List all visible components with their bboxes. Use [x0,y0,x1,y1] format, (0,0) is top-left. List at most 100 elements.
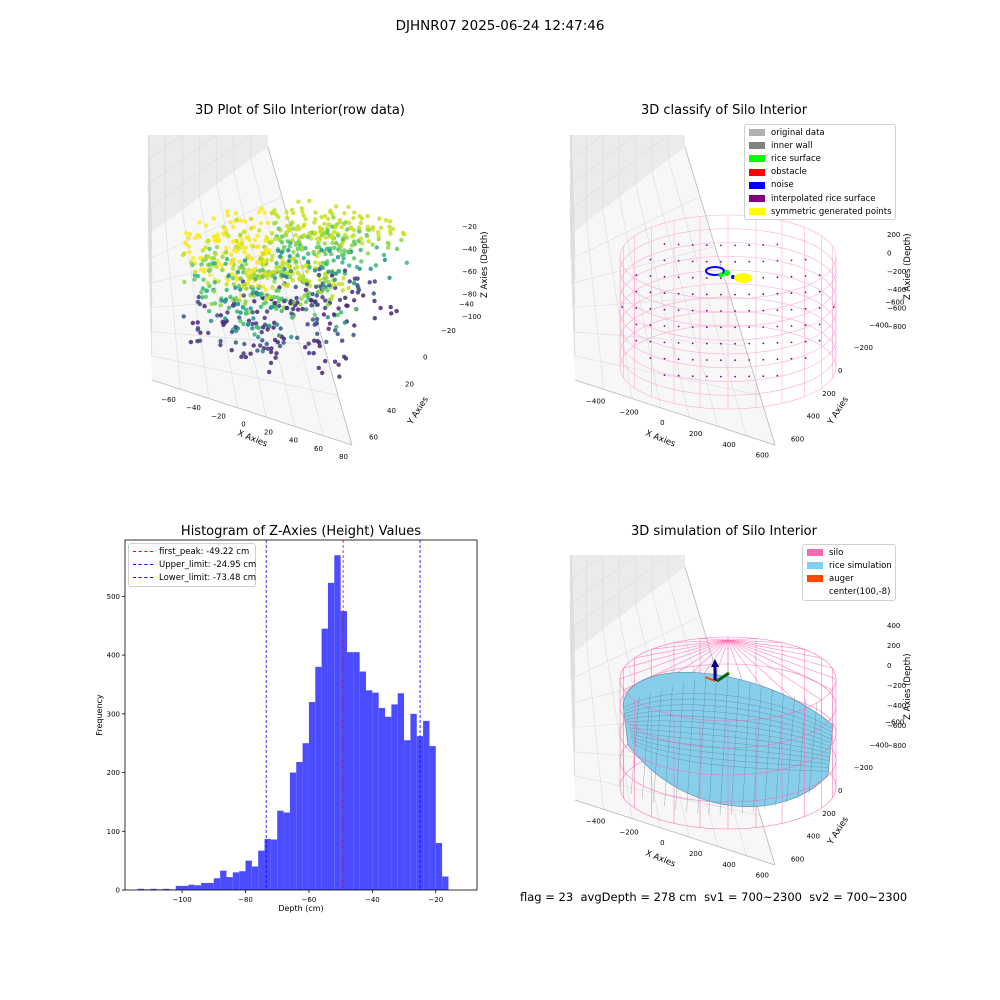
interpolated-point [790,308,793,311]
legend-swatch [807,549,823,557]
grid-line [570,555,576,676]
interpolated-point [720,244,722,247]
scatter-point [355,290,361,295]
tick-label: −800 [887,742,906,750]
tick-label: −600 [885,298,904,306]
legend-item: auger [803,572,895,585]
scatter-point [293,259,299,264]
scatter-point [368,266,373,271]
histogram-bar [442,876,449,890]
grid-line [574,775,761,816]
scatter-point [246,274,251,279]
rice-mesh-line [630,696,640,795]
scatter-point [264,341,269,347]
scatter-point [389,311,394,316]
scatter-point [341,221,347,226]
scatter-point [291,314,296,319]
scatter-point [203,294,209,299]
scatter-point [306,350,312,356]
interpolated-point [748,244,751,247]
scatter-point [332,277,337,282]
scatter-point [334,240,339,246]
scatter-point [359,259,364,264]
rice-mesh-line [775,692,784,807]
scatter-point [352,298,357,303]
tick-label: 600 [756,872,769,880]
scatter-point [357,213,362,219]
scatter-point [385,245,391,250]
interpolated-point [748,326,751,329]
scatter-point [233,324,238,330]
scatter-point [200,248,206,253]
scatter-point [202,269,207,275]
scatter-point [342,232,348,237]
interpolated-point [677,243,680,246]
scatter-point [274,351,279,356]
scatter-point [292,266,298,271]
scatter-point [190,320,195,326]
scatter-point [258,343,263,348]
rice-mesh-line [642,693,651,799]
scatter-point [266,220,271,225]
scatter-point [233,245,238,250]
scatter-point [331,282,337,287]
tick-label: 0 [241,420,245,428]
scatter-point [321,312,327,317]
tick-label: 200 [689,850,702,858]
interpolated-point [635,290,638,293]
y-tick-label: 200 [107,769,120,777]
axis-edge [151,379,353,446]
scatter-point [313,230,318,235]
interpolated-point [776,309,779,311]
scatter-point [299,296,304,301]
histogram-bar [423,720,430,890]
scatter-point [225,310,230,315]
histogram-bar [201,882,208,890]
scatter-point [250,310,255,315]
scatter-point [195,326,201,331]
interpolated-point [663,259,666,262]
histogram-bar [251,866,259,890]
scatter-point [270,285,275,290]
interpolated-point [776,374,779,377]
histogram-bar [435,843,443,890]
scatter-point [237,315,242,320]
scatter-point [326,279,331,285]
histogram-chart: −100 −80 −60 −40 −20 0 100 200 300 400 500 Depth … [95,539,478,913]
scatter-point [270,253,275,259]
interpolated-point [776,276,779,279]
rice-mesh-line [675,683,684,810]
scatter-point [250,321,255,326]
scatter-point [351,215,356,221]
scatter-point [372,316,377,321]
scatter-point [234,217,240,222]
legend-line [133,577,153,579]
scatter-point [195,274,200,279]
scatter-point [226,274,231,279]
panel1-x-ticks: −60 −40 −20 0 20 40 60 80 [161,396,348,461]
scatter-point [351,227,357,233]
scatter-point [206,330,211,336]
scatter-point [324,339,329,345]
scatter-point [288,274,293,280]
scatter-point [293,284,298,290]
scatter-point [231,224,236,229]
auger-arrow-y [716,671,730,683]
rice-surface-cluster [718,272,724,278]
rice-mesh-line [719,675,729,816]
scatter-point [339,225,344,230]
scatter-point [195,339,200,344]
scatter-point [279,240,285,245]
scatter-point [361,293,366,298]
scatter-point [347,279,352,284]
scatter-point [313,260,318,265]
silo-roof-line [727,639,822,659]
scatter-point [388,304,393,310]
scatter-point [261,251,266,257]
scatter-point [237,259,242,264]
interpolated-point [705,309,708,312]
scatter-point [267,323,272,328]
scatter-point [305,322,310,327]
scatter-point [366,239,371,244]
scatter-point [313,210,318,215]
